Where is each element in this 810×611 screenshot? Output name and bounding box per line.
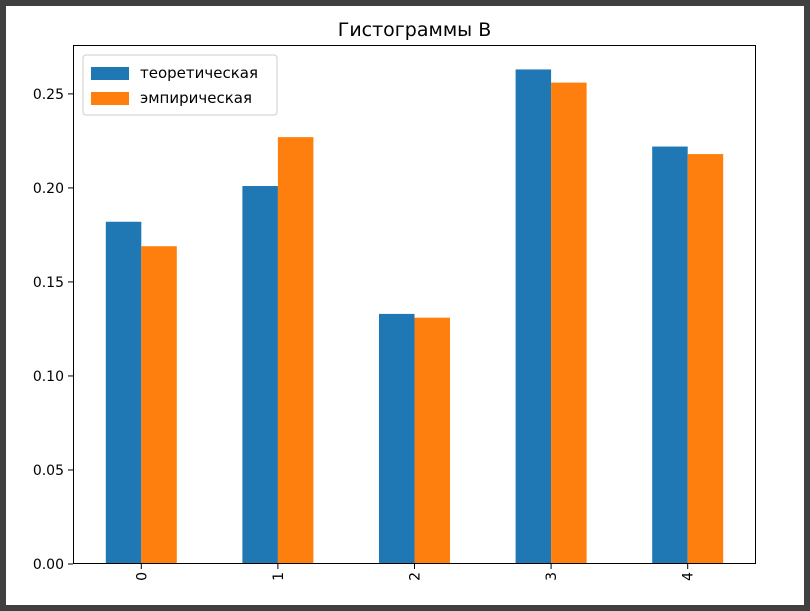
bar-empiricheskaya-0 bbox=[141, 246, 177, 564]
x-tick-label: 4 bbox=[681, 572, 697, 581]
bar-empiricheskaya-4 bbox=[687, 154, 724, 564]
plot-frame bbox=[73, 45, 756, 564]
bar-empiricheskaya-3 bbox=[551, 82, 587, 565]
bar-teoreticheskaya-4 bbox=[652, 146, 688, 565]
chart-title: Гистограммы B bbox=[338, 19, 492, 41]
figure: Гистограммы B 0.00 0.05 0.10 0.15 0.20 0.25 0… bbox=[6, 6, 804, 605]
bar-empiricheskaya-2 bbox=[414, 317, 450, 564]
y-tick-label: 0.05 bbox=[33, 463, 64, 479]
bar-teoreticheskaya-1 bbox=[242, 186, 278, 564]
legend: теоретическая эмпирическая bbox=[82, 54, 278, 116]
x-tick-label: 2 bbox=[408, 572, 424, 581]
legend-label-empiricheskaya: эмпирическая bbox=[140, 89, 252, 107]
y-tick-label: 0.15 bbox=[33, 275, 64, 291]
y-tick-label: 0.25 bbox=[33, 87, 64, 103]
x-tick-label: 1 bbox=[271, 572, 287, 581]
bar-teoreticheskaya-0 bbox=[105, 221, 142, 564]
legend-box bbox=[82, 54, 278, 116]
y-tick-label: 0.20 bbox=[33, 181, 64, 197]
y-axis: 0.00 0.05 0.10 0.15 0.20 0.25 bbox=[33, 87, 73, 573]
legend-swatch-empiricheskaya bbox=[91, 92, 129, 105]
bar-empiricheskaya-1 bbox=[277, 137, 314, 564]
bar-teoreticheskaya-3 bbox=[515, 69, 552, 564]
x-tick-label: 0 bbox=[134, 572, 150, 581]
x-axis: 0 1 2 3 4 bbox=[134, 564, 697, 581]
legend-label-teoreticheskaya: теоретическая bbox=[140, 64, 258, 82]
bar-chart: Гистограммы B 0.00 0.05 0.10 0.15 0.20 0.25 0… bbox=[33, 19, 756, 581]
x-tick-label: 3 bbox=[544, 572, 560, 581]
y-tick-label: 0.10 bbox=[33, 369, 64, 385]
bars-layer bbox=[105, 69, 724, 565]
legend-swatch-teoreticheskaya bbox=[91, 67, 129, 80]
bar-teoreticheskaya-2 bbox=[379, 313, 415, 564]
y-tick-label: 0.00 bbox=[33, 557, 64, 573]
